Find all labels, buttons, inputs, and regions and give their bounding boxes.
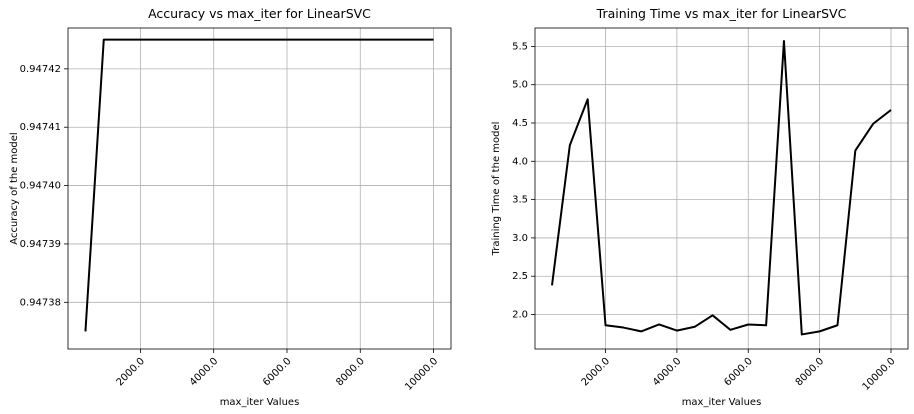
data-point [729, 329, 731, 331]
data-point [783, 40, 785, 42]
data-point [249, 39, 251, 41]
chart-title: Accuracy vs max_iter for LinearSVC [148, 6, 371, 21]
data-point [890, 109, 892, 111]
x-tick-label: 6000.0 [722, 356, 755, 389]
data-point [676, 330, 678, 332]
y-tick-label: 5.5 [512, 41, 528, 52]
data-point [213, 39, 215, 41]
data-point [640, 330, 642, 332]
plot-frame [534, 27, 909, 350]
data-point [622, 327, 624, 329]
data-point [359, 39, 361, 41]
data-point [194, 39, 196, 41]
data-point [551, 284, 553, 286]
x-axis-label: max_iter Values [220, 397, 300, 408]
data-point [836, 324, 838, 326]
data-point [801, 333, 803, 335]
data-point [286, 39, 288, 41]
chart-title: Training Time vs max_iter for LinearSVC [596, 6, 847, 21]
data-point [158, 39, 160, 41]
y-tick-label: 5.0 [512, 80, 528, 91]
y-tick-label: 3.0 [512, 233, 528, 244]
x-tick-label: 4000.0 [188, 356, 221, 389]
y-tick-label: 0.94739 [20, 239, 61, 250]
data-point [231, 39, 233, 41]
y-tick-label: 0.94742 [20, 64, 61, 75]
accuracy-chart: 2000.0 4000.0 6000.0 8000.0 10000.0 0.94738 0.… [9, 6, 452, 408]
data-point [747, 323, 749, 325]
data-point [176, 39, 178, 41]
x-axis-label: max_iter Values [682, 397, 762, 408]
y-tick-label: 0.94738 [20, 297, 61, 308]
data-point [605, 324, 607, 326]
y-tick-label: 0.94740 [20, 181, 61, 192]
data-point [268, 39, 270, 41]
data-point [694, 326, 696, 328]
x-tick-label: 10000.0 [403, 356, 440, 393]
data-point [872, 123, 874, 125]
plot-frame [67, 27, 452, 350]
y-axis-label: Accuracy of the model [9, 132, 20, 244]
x-tick-label: 4000.0 [651, 356, 684, 389]
y-tick-label: 2.5 [512, 271, 528, 282]
training-time-chart: 2000.0 4000.0 6000.0 8000.0 10000.0 2.0 2.5 3.0… [491, 6, 909, 408]
data-point [819, 330, 821, 332]
data-point [103, 39, 105, 41]
data-point [341, 39, 343, 41]
data-point [765, 324, 767, 326]
data-point [84, 330, 86, 332]
data-point [121, 39, 123, 41]
data-point [139, 39, 141, 41]
data-point [414, 39, 416, 41]
data-point [396, 39, 398, 41]
data-point [433, 39, 435, 41]
data-point [658, 323, 660, 325]
data-point [854, 150, 856, 152]
x-tick-label: 10000.0 [861, 356, 898, 393]
y-axis-label: Training Time of the model [491, 122, 502, 257]
x-tick-label: 8000.0 [334, 356, 367, 389]
y-tick-label: 4.5 [512, 118, 528, 129]
x-tick-label: 8000.0 [794, 356, 827, 389]
data-point [587, 98, 589, 100]
data-point [304, 39, 306, 41]
data-point [323, 39, 325, 41]
y-tick-label: 3.5 [512, 195, 528, 206]
y-tick-label: 0.94741 [20, 122, 61, 133]
x-tick-label: 6000.0 [261, 356, 294, 389]
x-tick-label: 2000.0 [115, 356, 148, 389]
data-point [712, 314, 714, 316]
data-point [378, 39, 380, 41]
y-tick-label: 4.0 [512, 156, 528, 167]
series-line [84, 38, 434, 332]
y-tick-label: 2.0 [512, 310, 528, 321]
x-tick-label: 2000.0 [580, 356, 613, 389]
data-point [569, 144, 571, 146]
series-line [550, 40, 892, 336]
